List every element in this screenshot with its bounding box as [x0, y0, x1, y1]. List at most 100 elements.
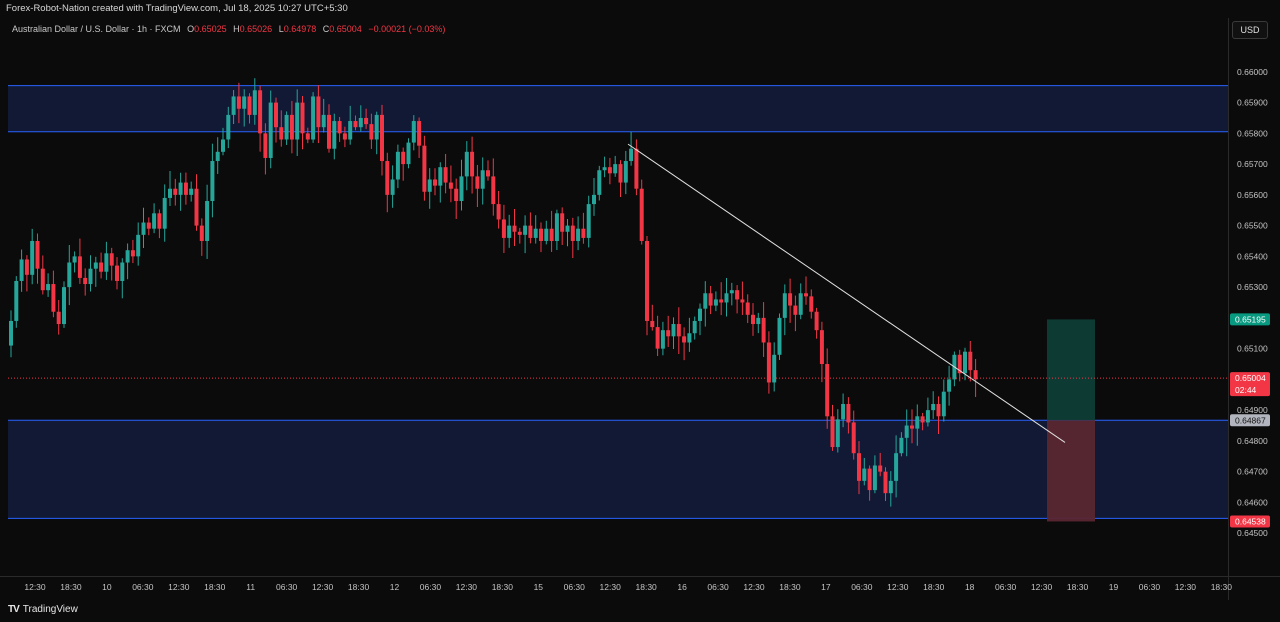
candle-body-109[interactable] [586, 204, 591, 238]
candle-body-72[interactable] [390, 179, 395, 195]
candle-body-121[interactable] [650, 320, 655, 328]
candle-body-130[interactable] [698, 308, 702, 321]
candle-body-24[interactable] [136, 234, 141, 257]
candle-body-5[interactable] [35, 240, 40, 269]
candle-body-36[interactable] [199, 225, 204, 241]
candle-body-126[interactable] [676, 324, 681, 337]
candle-body-119[interactable] [639, 188, 644, 241]
candle-body-107[interactable] [576, 228, 581, 241]
candle-body-90[interactable] [486, 170, 490, 177]
candle-body-9[interactable] [56, 311, 61, 325]
candle-body-22[interactable] [125, 250, 130, 263]
candle-body-174[interactable] [931, 403, 936, 411]
position-target-area[interactable] [1047, 319, 1095, 421]
candle-body-132[interactable] [708, 293, 713, 306]
candle-body-97[interactable] [523, 225, 528, 235]
candle-body-167[interactable] [894, 453, 899, 481]
candle-body-122[interactable] [655, 327, 660, 349]
price-tag-bg-3[interactable] [1230, 515, 1270, 528]
candle-body-45[interactable] [247, 96, 252, 115]
candle-body-43[interactable] [236, 96, 241, 109]
candle-body-81[interactable] [438, 167, 443, 186]
candle-body-149[interactable] [798, 293, 803, 315]
candle-body-158[interactable] [846, 403, 851, 423]
candle-body-172[interactable] [920, 416, 925, 423]
candle-body-28[interactable] [157, 213, 162, 229]
candle-body-128[interactable] [687, 333, 692, 343]
candle-body-113[interactable] [607, 167, 612, 174]
candle-body-125[interactable] [671, 324, 676, 337]
candle-body-2[interactable] [19, 259, 24, 281]
candle-body-138[interactable] [740, 299, 745, 303]
candle-body-98[interactable] [528, 225, 533, 238]
candle-body-58[interactable] [316, 96, 321, 128]
candle-body-0[interactable] [9, 320, 13, 346]
candle-body-140[interactable] [751, 314, 755, 325]
candle-body-55[interactable] [300, 102, 305, 134]
candle-body-105[interactable] [565, 225, 570, 232]
candle-body-68[interactable] [369, 124, 374, 140]
candle-body-164[interactable] [878, 465, 883, 472]
candle-body-131[interactable] [703, 293, 708, 309]
candle-body-92[interactable] [496, 204, 501, 220]
candle-body-182[interactable] [973, 370, 978, 380]
candle-body-11[interactable] [67, 262, 72, 288]
candle-body-123[interactable] [660, 330, 665, 349]
candle-body-66[interactable] [358, 117, 363, 128]
candle-body-19[interactable] [109, 253, 114, 266]
candle-body-27[interactable] [152, 213, 157, 229]
candle-body-136[interactable] [729, 290, 734, 294]
candle-body-3[interactable] [24, 259, 29, 275]
candle-body-79[interactable] [427, 179, 432, 192]
candle-body-94[interactable] [507, 225, 512, 238]
candle-body-144[interactable] [772, 354, 777, 383]
candle-body-87[interactable] [470, 151, 475, 177]
candle-body-48[interactable] [263, 133, 268, 158]
candle-body-78[interactable] [422, 145, 427, 192]
candle-body-82[interactable] [443, 167, 448, 183]
candle-body-115[interactable] [618, 164, 623, 183]
candle-body-34[interactable] [189, 188, 194, 195]
candle-body-37[interactable] [205, 201, 210, 241]
candle-body-151[interactable] [809, 296, 814, 312]
candle-body-147[interactable] [788, 293, 793, 306]
candle-body-67[interactable] [364, 117, 369, 125]
candle-body-124[interactable] [666, 330, 671, 337]
candle-body-73[interactable] [395, 151, 400, 180]
price-tag-bg-2[interactable] [1230, 414, 1270, 427]
candle-body-18[interactable] [104, 253, 109, 272]
candle-body-108[interactable] [581, 228, 586, 238]
candle-body-118[interactable] [634, 148, 639, 189]
candle-body-101[interactable] [544, 228, 549, 241]
candle-body-100[interactable] [539, 228, 543, 241]
candle-body-116[interactable] [623, 161, 628, 183]
candle-body-50[interactable] [274, 102, 278, 128]
candle-body-39[interactable] [215, 151, 220, 162]
candle-body-23[interactable] [130, 250, 135, 257]
candle-body-104[interactable] [560, 213, 565, 232]
candle-body-166[interactable] [888, 480, 893, 494]
candle-body-135[interactable] [724, 293, 729, 303]
candle-body-7[interactable] [46, 284, 51, 291]
candle-body-12[interactable] [72, 256, 77, 263]
candle-body-165[interactable] [883, 471, 888, 494]
candle-body-177[interactable] [947, 379, 952, 392]
candle-body-49[interactable] [268, 102, 273, 158]
candle-body-84[interactable] [454, 188, 459, 202]
candle-body-112[interactable] [602, 167, 607, 171]
candle-body-106[interactable] [570, 225, 575, 241]
candle-body-42[interactable] [231, 96, 236, 115]
candle-body-111[interactable] [597, 170, 602, 195]
candle-body-52[interactable] [284, 114, 289, 140]
candle-body-6[interactable] [40, 268, 45, 291]
candle-body-180[interactable] [963, 351, 967, 374]
candle-body-35[interactable] [194, 188, 199, 226]
candle-body-62[interactable] [337, 121, 342, 134]
candle-body-8[interactable] [51, 284, 56, 312]
candle-body-30[interactable] [168, 188, 172, 198]
candle-body-141[interactable] [756, 317, 761, 325]
candle-body-154[interactable] [825, 364, 830, 417]
candle-body-173[interactable] [925, 410, 930, 423]
candle-body-129[interactable] [692, 320, 697, 334]
candle-body-32[interactable] [178, 182, 183, 195]
